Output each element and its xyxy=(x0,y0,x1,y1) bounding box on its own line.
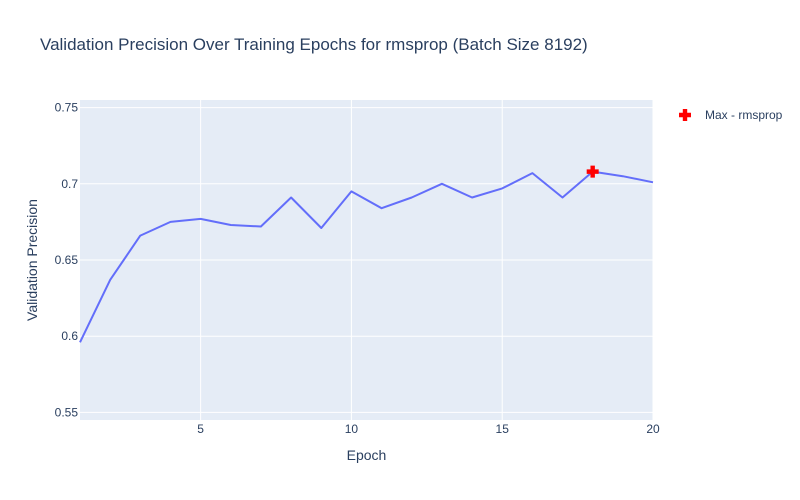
legend-label: Max - rmsprop xyxy=(705,108,783,122)
x-tick-label: 20 xyxy=(646,422,660,436)
precision-series-line xyxy=(79,170,654,343)
y-tick-label: 0.6 xyxy=(61,329,78,343)
x-tick-label: 5 xyxy=(197,422,204,436)
y-tick-label: 0.55 xyxy=(55,405,79,419)
y-tick-label: 0.65 xyxy=(55,253,79,267)
y-axis-title: Validation Precision xyxy=(24,199,40,321)
x-axis-title: Epoch xyxy=(347,447,387,463)
tick-layer: 0.55 0.6 0.65 0.7 0.75 5 10 15 20 xyxy=(55,101,660,436)
legend[interactable]: Max - rmsprop xyxy=(679,108,783,122)
y-tick-label: 0.75 xyxy=(55,101,79,115)
max-point-marker xyxy=(586,165,599,178)
grid-layer xyxy=(80,100,654,420)
x-tick-label: 15 xyxy=(496,422,510,436)
x-tick-label: 10 xyxy=(345,422,359,436)
series-layer xyxy=(79,165,654,343)
y-tick-label: 0.7 xyxy=(61,177,78,191)
chart-title: Validation Precision Over Training Epoch… xyxy=(40,35,588,54)
legend-cross-marker xyxy=(679,109,691,121)
